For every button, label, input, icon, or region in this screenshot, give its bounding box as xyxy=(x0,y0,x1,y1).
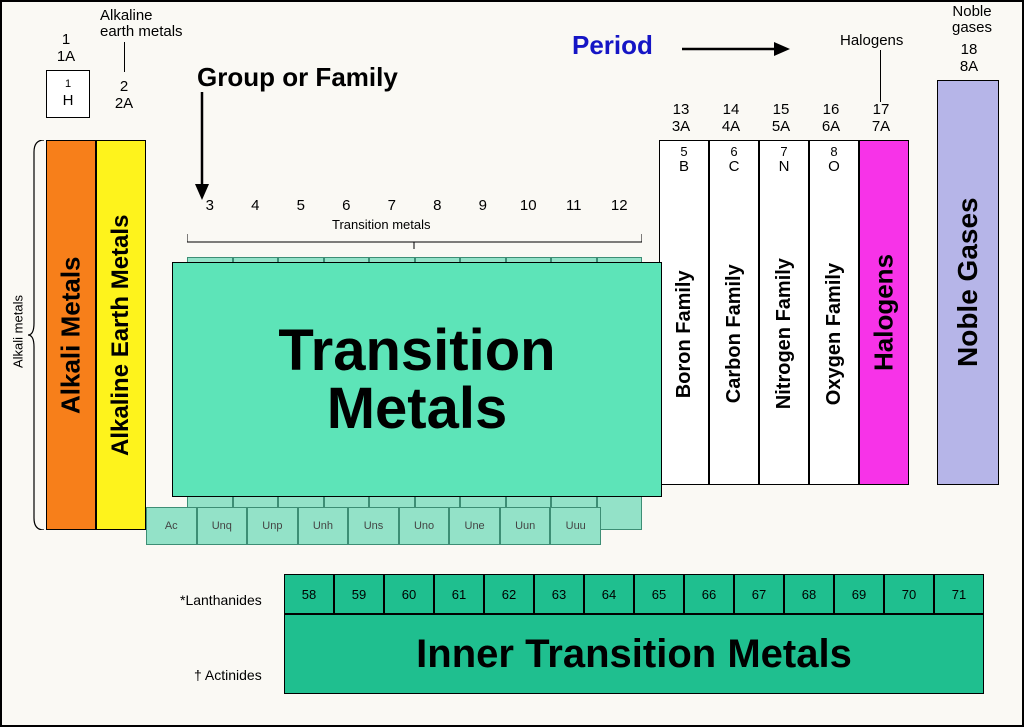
period-label: Period xyxy=(572,30,653,61)
alkaline-earth-top-label: Alkaline earth metals xyxy=(100,8,183,40)
group-2-label: 22A xyxy=(102,79,146,112)
carbon-column: 6C Carbon Family xyxy=(709,140,759,485)
oxygen-column: 8O Oxygen Family xyxy=(809,140,859,485)
element-nitrogen: 7N xyxy=(760,141,808,176)
transition-metals-big-label: Transition Metals xyxy=(172,262,662,497)
group-1-label: 11A xyxy=(46,32,86,65)
oxygen-family-label: Oxygen Family xyxy=(823,176,846,484)
alkali-side-label: Alkali metals xyxy=(8,242,28,422)
lanthanides-row: 58 59 60 61 62 63 64 65 66 67 68 69 70 7… xyxy=(284,574,984,614)
group-16-label: 166A xyxy=(809,102,853,135)
transition-metals-small-label: Transition metals xyxy=(332,217,431,232)
group-arrow-icon xyxy=(187,92,217,202)
nitrogen-family-label: Nitrogen Family xyxy=(773,176,796,484)
alkali-bracket-icon xyxy=(28,140,46,530)
halogens-column: Halogens xyxy=(859,140,909,485)
inner-transition-big-label: Inner Transition Metals xyxy=(284,614,984,694)
halogens-pointer xyxy=(880,50,881,102)
group-13-label: 133A xyxy=(659,102,703,135)
hydrogen-cell: 1 H xyxy=(46,70,90,118)
tm-group-numbers: 3 4 5 6 7 8 9 10 11 12 xyxy=(187,198,642,215)
group-17-label: 177A xyxy=(859,102,903,135)
noble-gases-column: Noble Gases xyxy=(937,80,999,485)
group-15-label: 155A xyxy=(759,102,803,135)
row7-symbols: Ac Unq Unp Unh Uns Uno Une Uun Uuu xyxy=(146,507,601,545)
tm-bracket-icon xyxy=(187,234,642,250)
element-boron: 5B xyxy=(660,141,708,176)
halogens-top-label: Halogens xyxy=(840,32,903,49)
alkali-column: Alkali Metals xyxy=(46,140,96,530)
group-18-label: 188A xyxy=(944,42,994,75)
boron-family-label: Boron Family xyxy=(673,176,696,484)
actinides-label: † Actinides xyxy=(194,667,262,683)
group-or-family-label: Group or Family xyxy=(197,62,398,93)
boron-column: 5B Boron Family xyxy=(659,140,709,485)
element-carbon: 6C xyxy=(710,141,758,176)
alkaline-earth-pointer xyxy=(124,42,125,72)
carbon-family-label: Carbon Family xyxy=(723,176,746,484)
nitrogen-column: 7N Nitrogen Family xyxy=(759,140,809,485)
period-arrow-icon xyxy=(682,36,792,62)
element-oxygen: 8O xyxy=(810,141,858,176)
group-14-label: 144A xyxy=(709,102,753,135)
noble-gases-top-label: Noble gases xyxy=(942,4,1002,36)
lanthanides-label: *Lanthanides xyxy=(180,592,262,608)
alkaline-earth-column: Alkaline Earth Metals xyxy=(96,140,146,530)
